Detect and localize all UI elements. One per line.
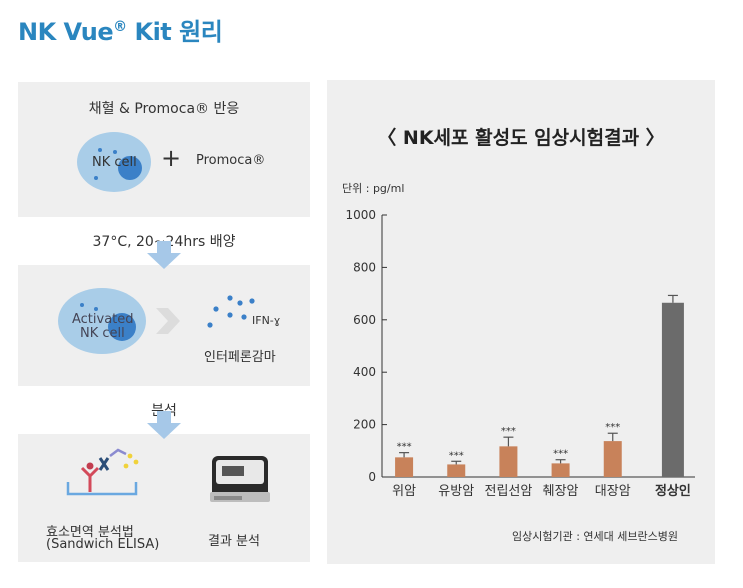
promoca-label: Promoca® [196,153,266,168]
result-analysis-label: 결과 분석 [208,534,260,549]
arrow-down-icon [147,241,181,269]
plus-sign: + [161,144,182,172]
category-label: 췌장암 [543,484,579,499]
y-tick-label: 200 [353,418,376,432]
category-label: 정상인 [655,483,691,499]
nk-cell-label: NK cell [92,155,137,170]
step1-panel [18,82,310,217]
elisa-well [66,482,138,496]
y-tick-label: 400 [353,365,376,379]
y-tick-label: 0 [368,470,376,484]
granule [94,307,98,311]
activated-cell-nucleus [108,313,136,341]
arrow-down-icon [147,411,181,439]
detection-antibody-icon [98,457,110,471]
bar [499,446,518,477]
chart-panel [327,80,715,564]
bar [447,464,466,477]
significance-label: *** [605,422,620,433]
granule [98,148,102,152]
source-label: 임상시험기관 : 연세대 세브란스병원 [512,530,678,543]
significance-label: *** [501,426,516,437]
granule [113,150,117,154]
significance-label: *** [553,449,568,460]
step3-diagram [66,448,270,502]
title-reg: ® [113,19,127,35]
capture-antibody-icon [80,466,100,492]
category-label: 전립선암 [484,484,532,499]
granule [80,303,84,307]
title-main: NK Vue [18,18,114,46]
step2-diagram [58,288,255,354]
activated-label-2: NK cell [80,326,125,341]
significance-label: *** [397,442,412,453]
nk-cell-nucleus [118,156,142,180]
page-title: NK Vue® Kit 원리 [18,12,223,47]
category-label: 유방암 [438,484,474,499]
y-tick-label: 800 [353,260,376,274]
ifn-dot [227,312,233,318]
bar [395,457,414,477]
significance-label: *** [449,450,464,461]
ifn-dot [227,295,233,301]
ifn-dot [207,322,213,328]
chart-title: 〈 NK세포 활성도 임상시험결과 〉 [377,127,665,149]
ifn-dot [249,298,255,304]
granule [94,176,98,180]
activated-label-1: Activated [72,312,134,327]
ifn-dot [237,300,243,306]
elisa-label-1: 효소면역 분석법 [46,525,134,540]
step1-label: 채혈 & Promoca® 반응 [88,101,240,117]
arrow-right-icon [156,308,180,334]
y-tick-label: 600 [353,313,376,327]
plate-reader-icon [210,456,270,502]
category-label: 대장암 [595,484,631,499]
bar [661,302,684,477]
y-tick-label: 1000 [345,208,376,222]
category-label: 위암 [392,484,416,499]
ifn-dot [241,314,247,320]
unit-label: 단위 : pg/ml [342,182,405,195]
interferon-label: 인터페론감마 [204,350,276,365]
ifn-label: IFN-ɣ [252,314,281,327]
ifn-dot [213,306,219,312]
bar [551,463,570,477]
bar [603,441,622,477]
elisa-label-2: (Sandwich ELISA) [46,537,160,552]
step1-diagram [77,132,151,192]
title-rest: Kit 원리 [126,18,223,46]
